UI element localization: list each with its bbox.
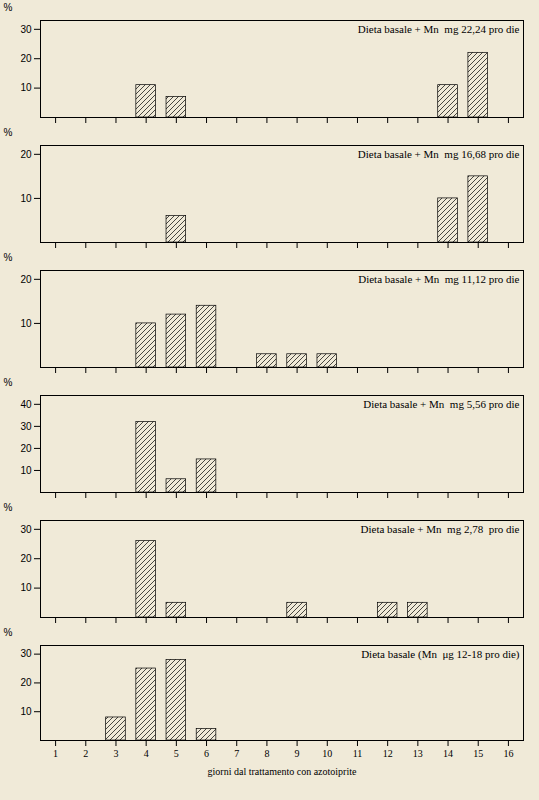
svg-text:20: 20	[20, 553, 32, 564]
svg-text:Dieta basale + Mn mg 22,24 pr: Dieta basale + Mn mg 22,24 pro die	[358, 23, 520, 35]
svg-text:2: 2	[83, 748, 88, 759]
svg-text:3: 3	[113, 748, 118, 759]
svg-text:40: 40	[20, 399, 32, 410]
svg-text:5: 5	[174, 748, 179, 759]
svg-text:10: 10	[322, 748, 332, 759]
svg-text:30: 30	[20, 24, 32, 35]
svg-text:20: 20	[20, 149, 32, 160]
svg-text:10: 10	[20, 193, 32, 204]
svg-text:Dieta basale + Mn mg 11,12 pr: Dieta basale + Mn mg 11,12 pro die	[358, 273, 519, 285]
svg-text:11: 11	[353, 748, 363, 759]
svg-text:giorni dal trattamento con azo: giorni dal trattamento con azotoiprite	[208, 766, 357, 777]
svg-text:16: 16	[503, 748, 513, 759]
svg-text:%: %	[4, 377, 13, 388]
svg-text:4: 4	[144, 748, 149, 759]
svg-text:%: %	[4, 627, 13, 638]
svg-text:%: %	[4, 502, 13, 513]
svg-text:10: 10	[20, 706, 32, 717]
svg-text:8: 8	[264, 748, 269, 759]
svg-text:12: 12	[383, 748, 393, 759]
svg-text:Dieta basale + Mn mg 2,78 pr: Dieta basale + Mn mg 2,78 pro die	[361, 523, 520, 535]
svg-text:30: 30	[20, 524, 32, 535]
svg-text:7: 7	[234, 748, 239, 759]
svg-text:%: %	[4, 127, 13, 138]
svg-text:%: %	[4, 252, 13, 263]
svg-text:13: 13	[413, 748, 423, 759]
svg-text:14: 14	[443, 748, 453, 759]
svg-text:20: 20	[20, 443, 32, 454]
svg-text:10: 10	[20, 318, 32, 329]
svg-text:20: 20	[20, 53, 32, 64]
svg-text:Dieta basale + Mn mg 16,68 pr: Dieta basale + Mn mg 16,68 pro die	[358, 148, 520, 160]
svg-text:10: 10	[20, 465, 32, 476]
svg-text:10: 10	[20, 582, 32, 593]
svg-text:1: 1	[53, 748, 58, 759]
svg-text:%: %	[4, 2, 13, 13]
svg-text:30: 30	[20, 421, 32, 432]
svg-text:Dieta basale + Mn mg 5,56 pro: Dieta basale + Mn mg 5,56 pro die	[363, 398, 519, 410]
svg-text:15: 15	[473, 748, 483, 759]
svg-text:6: 6	[204, 748, 209, 759]
svg-text:20: 20	[20, 274, 32, 285]
svg-text:Dieta basale (Mn μg 12-18 pro: Dieta basale (Mn μg 12-18 pro die)	[361, 648, 520, 661]
svg-text:20: 20	[20, 677, 32, 688]
svg-text:10: 10	[20, 82, 32, 93]
svg-text:9: 9	[295, 748, 300, 759]
svg-text:30: 30	[20, 648, 32, 659]
